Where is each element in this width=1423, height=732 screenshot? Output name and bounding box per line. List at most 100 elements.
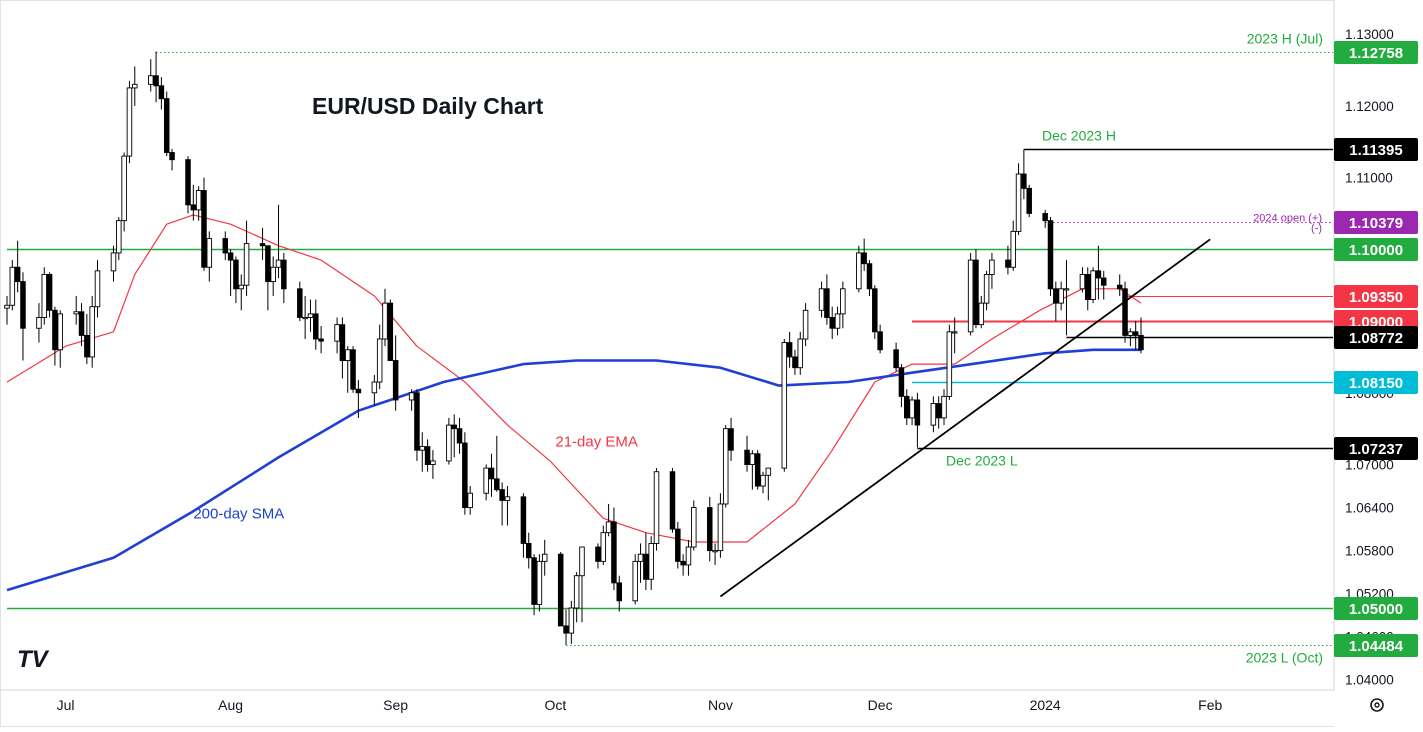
candle-body-down [222,238,229,254]
candle [818,281,825,318]
candle-body-up [930,403,937,426]
candle [525,532,532,569]
level-price-label: 1.12758 [1349,45,1403,62]
level-price-label: 1.10379 [1349,215,1403,232]
candle [355,379,362,418]
candle-body-up [275,259,282,268]
tradingview-logo: TV [17,646,50,673]
candle-body-up [132,83,138,89]
indicator-lines-layer [6,214,1142,592]
candle [52,306,58,366]
candle-body-up [446,424,452,462]
candle-body-down [531,557,537,605]
candle-body-up [1063,288,1070,291]
candle-body-up [147,75,154,85]
candle [749,450,756,490]
candle-body-down [499,489,505,501]
candle-body-up [632,560,638,602]
candle [579,546,585,623]
candle-body-up [941,395,947,419]
candle-body-down [1132,331,1139,336]
candle [1138,317,1144,354]
level-price-label: 1.10000 [1349,242,1403,259]
candle-body-down [387,302,394,361]
candle-body-down [563,625,569,634]
candle [563,609,569,645]
candle-body-up [573,575,580,609]
candle-body-down [1042,213,1048,222]
candle-body-down [318,338,324,342]
candle-body-down [201,190,207,268]
candle [946,324,953,400]
level-price-label: 1.11395 [1349,142,1402,159]
candle-body-up [712,550,718,553]
candle [983,270,990,311]
candle [419,432,426,472]
candle-body-down [169,152,175,161]
y-axis[interactable]: 1.130001.120001.110001.080001.070001.064… [1333,0,1423,727]
candle-body-down [792,356,798,369]
candle-body-up [568,607,575,634]
candle [568,600,575,644]
candle [1100,270,1107,300]
candle-body-up [717,503,724,552]
candle [1090,267,1096,304]
level-price-label: 1.07237 [1349,441,1403,458]
level-price-badge [1334,437,1418,460]
candle [20,272,26,361]
candle-body-up [691,507,697,548]
settings-gear-icon[interactable] [1370,698,1384,712]
candle-body-down [185,159,191,206]
candle-body-down [1116,284,1123,290]
candle [685,539,692,576]
candle [243,220,250,296]
candle-body-up [73,311,79,315]
candle-body-down [1095,270,1102,279]
candle-body-down [1100,277,1107,286]
candle [802,303,809,347]
y-tick-label: 1.13000 [1345,27,1394,42]
candle-body-up [685,546,692,566]
level-price-label: 1.09350 [1349,289,1403,306]
x-axis[interactable]: Jul Aug Sep Oct Nov Dec 2024 Feb [0,689,1334,713]
candle [499,482,505,526]
candle [520,493,527,558]
candle-body-up [840,288,846,315]
candle-body-up [376,338,383,383]
candle [424,439,431,472]
candle-body-up [110,252,117,272]
candle [318,326,324,354]
candle [573,572,580,623]
candle [4,295,10,325]
candle-body-up [41,273,48,318]
level-note: Dec 2023 H [1042,128,1116,144]
candle-body-down [1122,288,1128,336]
level-note: Dec 2023 L [946,453,1018,469]
candle [163,91,170,157]
candle [680,554,686,576]
candle-body-down [824,288,830,318]
candle [1042,209,1048,228]
candle [1047,217,1054,296]
candle [488,453,495,497]
candle-body-down [355,388,362,394]
candle [611,507,617,591]
candle [951,317,958,354]
candles-layer [4,51,1144,645]
candle [877,324,883,354]
candle-body-up [781,342,788,469]
candle [73,295,79,325]
candle-body-up [483,467,489,494]
candle [1116,274,1123,296]
candle [270,256,276,296]
level-note: 2023 H (Jul) [1247,31,1323,47]
candle-body-down [462,442,468,509]
candle-body-up [834,313,841,329]
candle [339,317,346,379]
candle [169,148,175,171]
candle-body-down [46,273,53,311]
candle [14,240,21,293]
candle-body-up [419,446,426,451]
candle-body-down [611,521,617,584]
